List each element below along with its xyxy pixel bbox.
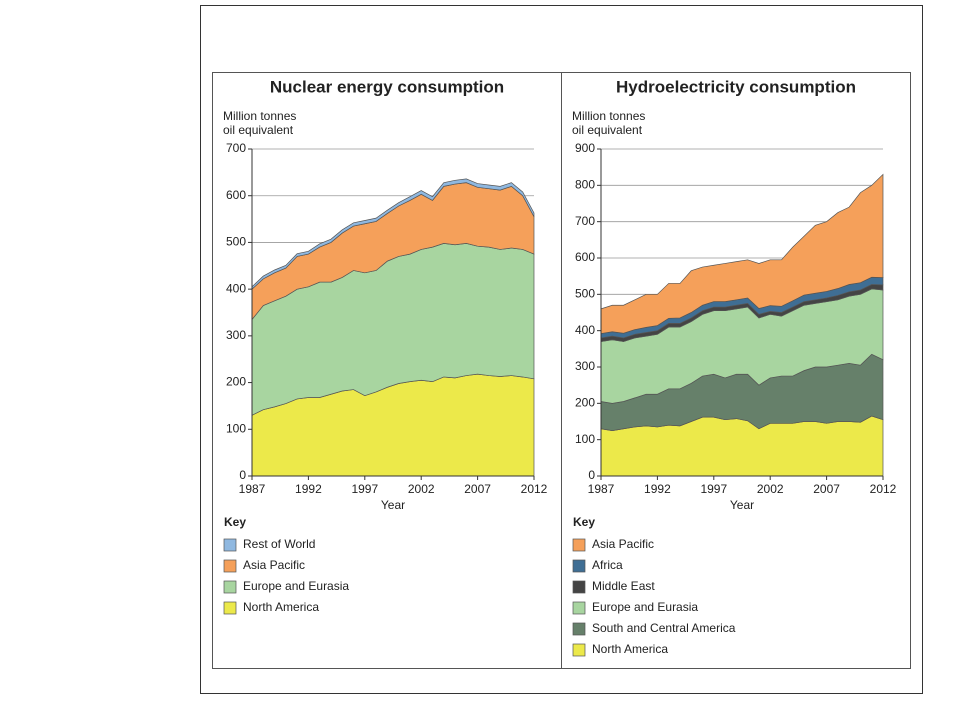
y-tick-label: 800 <box>575 178 595 192</box>
legend-label: North America <box>243 600 319 614</box>
y-axis-label: oil equivalent <box>223 123 294 137</box>
chart-title: Hydroelectricity consumption <box>616 77 856 96</box>
y-tick-label: 200 <box>226 375 246 389</box>
y-tick-label: 400 <box>226 281 246 295</box>
y-axis-label: Million tonnes <box>223 109 296 123</box>
x-axis-label: Year <box>381 498 405 512</box>
outer-frame <box>200 5 923 694</box>
y-tick-label: 600 <box>226 188 246 202</box>
x-tick-label: 1987 <box>588 482 615 496</box>
y-tick-label: 700 <box>575 214 595 228</box>
area <box>600 173 884 334</box>
legend-label: South and Central America <box>592 621 736 635</box>
legend-label: Africa <box>592 558 623 572</box>
legend-label: North America <box>592 642 668 656</box>
y-tick-label: 0 <box>588 468 595 482</box>
y-tick-label: 0 <box>239 468 246 482</box>
legend-swatch <box>572 538 586 552</box>
legend-label: Europe and Eurasia <box>592 600 698 614</box>
y-tick-label: 200 <box>575 396 595 410</box>
x-tick-label: 1997 <box>351 482 378 496</box>
y-tick-label: 400 <box>575 323 595 337</box>
y-tick-label: 900 <box>575 141 595 155</box>
x-tick-label: 2007 <box>464 482 491 496</box>
y-tick-label: 600 <box>575 250 595 264</box>
y-tick-label: 500 <box>575 287 595 301</box>
legend-swatch <box>572 559 586 573</box>
x-tick-label: 2002 <box>408 482 435 496</box>
x-tick-label: 1987 <box>239 482 266 496</box>
y-axis-label: oil equivalent <box>572 123 643 137</box>
y-tick-label: 100 <box>575 432 595 446</box>
x-tick-label: 2002 <box>757 482 784 496</box>
x-tick-label: 1992 <box>644 482 671 496</box>
legend-swatch <box>223 580 237 594</box>
y-tick-label: 100 <box>226 421 246 435</box>
legend-swatch <box>223 538 237 552</box>
y-tick-label: 300 <box>226 328 246 342</box>
legend-swatch <box>572 622 586 636</box>
y-tick-label: 300 <box>575 359 595 373</box>
x-tick-label: 1997 <box>700 482 727 496</box>
x-tick-label: 2007 <box>813 482 840 496</box>
legend-swatch <box>572 601 586 615</box>
legend-label: Rest of World <box>243 537 315 551</box>
legend-title: Key <box>573 515 595 529</box>
y-tick-label: 700 <box>226 141 246 155</box>
x-tick-label: 1992 <box>295 482 322 496</box>
legend-label: Asia Pacific <box>592 537 654 551</box>
legend-swatch <box>223 601 237 615</box>
legend-label: Middle East <box>592 579 655 593</box>
legend-swatch <box>572 643 586 657</box>
legend-label: Europe and Eurasia <box>243 579 349 593</box>
x-axis-label: Year <box>730 498 754 512</box>
legend-swatch <box>223 559 237 573</box>
y-axis-label: Million tonnes <box>572 109 645 123</box>
y-tick-label: 500 <box>226 235 246 249</box>
area <box>251 178 535 290</box>
x-tick-label: 2012 <box>521 482 548 496</box>
x-tick-label: 2012 <box>870 482 897 496</box>
chart-title: Nuclear energy consumption <box>270 77 504 96</box>
legend-label: Asia Pacific <box>243 558 305 572</box>
legend-swatch <box>572 580 586 594</box>
legend-title: Key <box>224 515 246 529</box>
